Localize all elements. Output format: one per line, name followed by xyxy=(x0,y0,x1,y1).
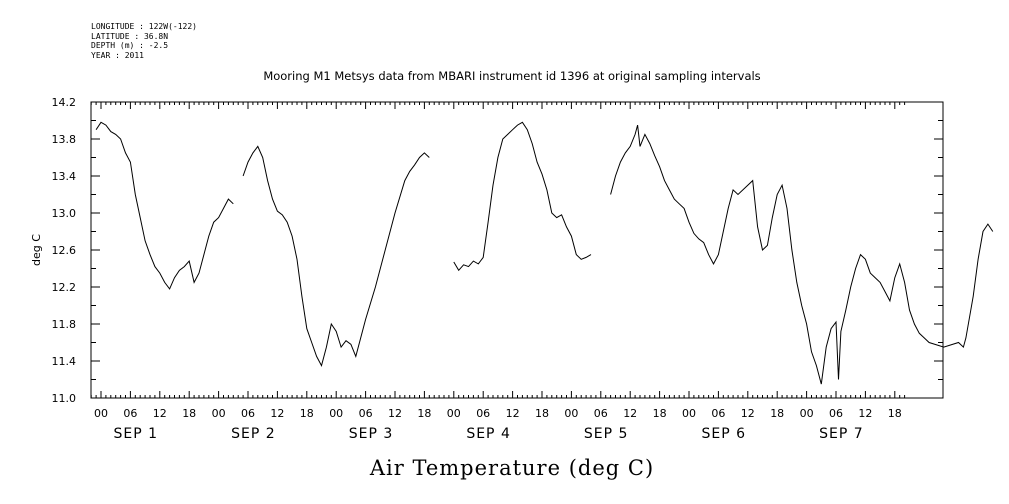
y-tick-label: 11.4 xyxy=(52,355,77,368)
plot-frame xyxy=(90,101,944,399)
year-text: YEAR : 2011 xyxy=(91,50,144,60)
x-tick-label: 00 xyxy=(682,407,696,420)
x-tick-label: 06 xyxy=(123,407,137,420)
y-tick-label: 12.6 xyxy=(52,244,77,257)
x-tick-label: 12 xyxy=(388,407,402,420)
day-label: SEP 7 xyxy=(819,426,864,442)
depth-text: DEPTH (m) : -2.5 xyxy=(91,41,169,50)
x-tick-label: 12 xyxy=(858,407,872,420)
x-tick-label: 12 xyxy=(741,407,755,420)
latitude-text: LATITUDE : 36.8N xyxy=(91,31,169,41)
y-tick-label: 13.0 xyxy=(52,207,77,220)
x-tick-label: 06 xyxy=(359,407,373,420)
y-axis-label: deg C xyxy=(30,234,43,266)
x-tick-label: 18 xyxy=(300,407,314,420)
x-tick-label: 00 xyxy=(329,407,343,420)
series-lines xyxy=(95,121,994,385)
x-tick-label: 12 xyxy=(270,407,284,420)
y-tick-label: 11.0 xyxy=(52,392,77,405)
x-tick-label: 18 xyxy=(535,407,549,420)
day-label: SEP 1 xyxy=(114,426,159,442)
series-segment xyxy=(95,121,234,290)
x-tick-label: 00 xyxy=(447,407,461,420)
x-tick-label: 06 xyxy=(241,407,255,420)
x-tick-label: 00 xyxy=(94,407,108,420)
y-tick-label: 13.4 xyxy=(52,170,77,183)
day-label: SEP 3 xyxy=(349,426,394,442)
x-tick-label: 18 xyxy=(417,407,431,420)
x-tick-label: 12 xyxy=(506,407,520,420)
x-tick-label: 06 xyxy=(829,407,843,420)
x-axis-ticks: 00 06 12 18 00 06 12 18 00 06 12 18 00 06 12 18 00 06 12 18… xyxy=(90,102,906,442)
day-label: SEP 5 xyxy=(584,426,629,442)
y-tick-label: 11.8 xyxy=(52,318,77,331)
x-tick-label: 06 xyxy=(711,407,725,420)
day-label: SEP 2 xyxy=(231,426,276,442)
series-segment xyxy=(242,145,430,367)
x-tick-label: 00 xyxy=(564,407,578,420)
x-tick-label: 12 xyxy=(623,407,637,420)
y-tick-label: 12.2 xyxy=(52,281,77,294)
y-tick-label: 13.8 xyxy=(52,133,77,146)
x-tick-label: 18 xyxy=(653,407,667,420)
y-axis-ticks: 11.0 11.4 11.8 12.2 12.6 13.0 13.4 13.8 14.2 xyxy=(52,96,943,405)
day-label: SEP 6 xyxy=(702,426,747,442)
x-tick-label: 18 xyxy=(888,407,902,420)
x-tick-label: 06 xyxy=(476,407,490,420)
x-tick-label: 18 xyxy=(182,407,196,420)
x-tick-label: 00 xyxy=(212,407,226,420)
metadata-block: LONGITUDE : 122W(-122) LATITUDE : 36.8N … xyxy=(91,22,197,60)
x-tick-label: 06 xyxy=(594,407,608,420)
chart-title: Mooring M1 Metsys data from MBARI instru… xyxy=(263,69,760,83)
x-axis-title: Air Temperature (deg C) xyxy=(369,456,654,480)
x-tick-label: 00 xyxy=(800,407,814,420)
day-label: SEP 4 xyxy=(466,426,511,442)
y-tick-label: 14.2 xyxy=(52,96,77,109)
series-segment xyxy=(610,124,994,385)
longitude-text: LONGITUDE : 122W(-122) xyxy=(91,22,197,31)
x-tick-label: 12 xyxy=(153,407,167,420)
x-tick-label: 18 xyxy=(770,407,784,420)
series-segment xyxy=(453,121,592,272)
